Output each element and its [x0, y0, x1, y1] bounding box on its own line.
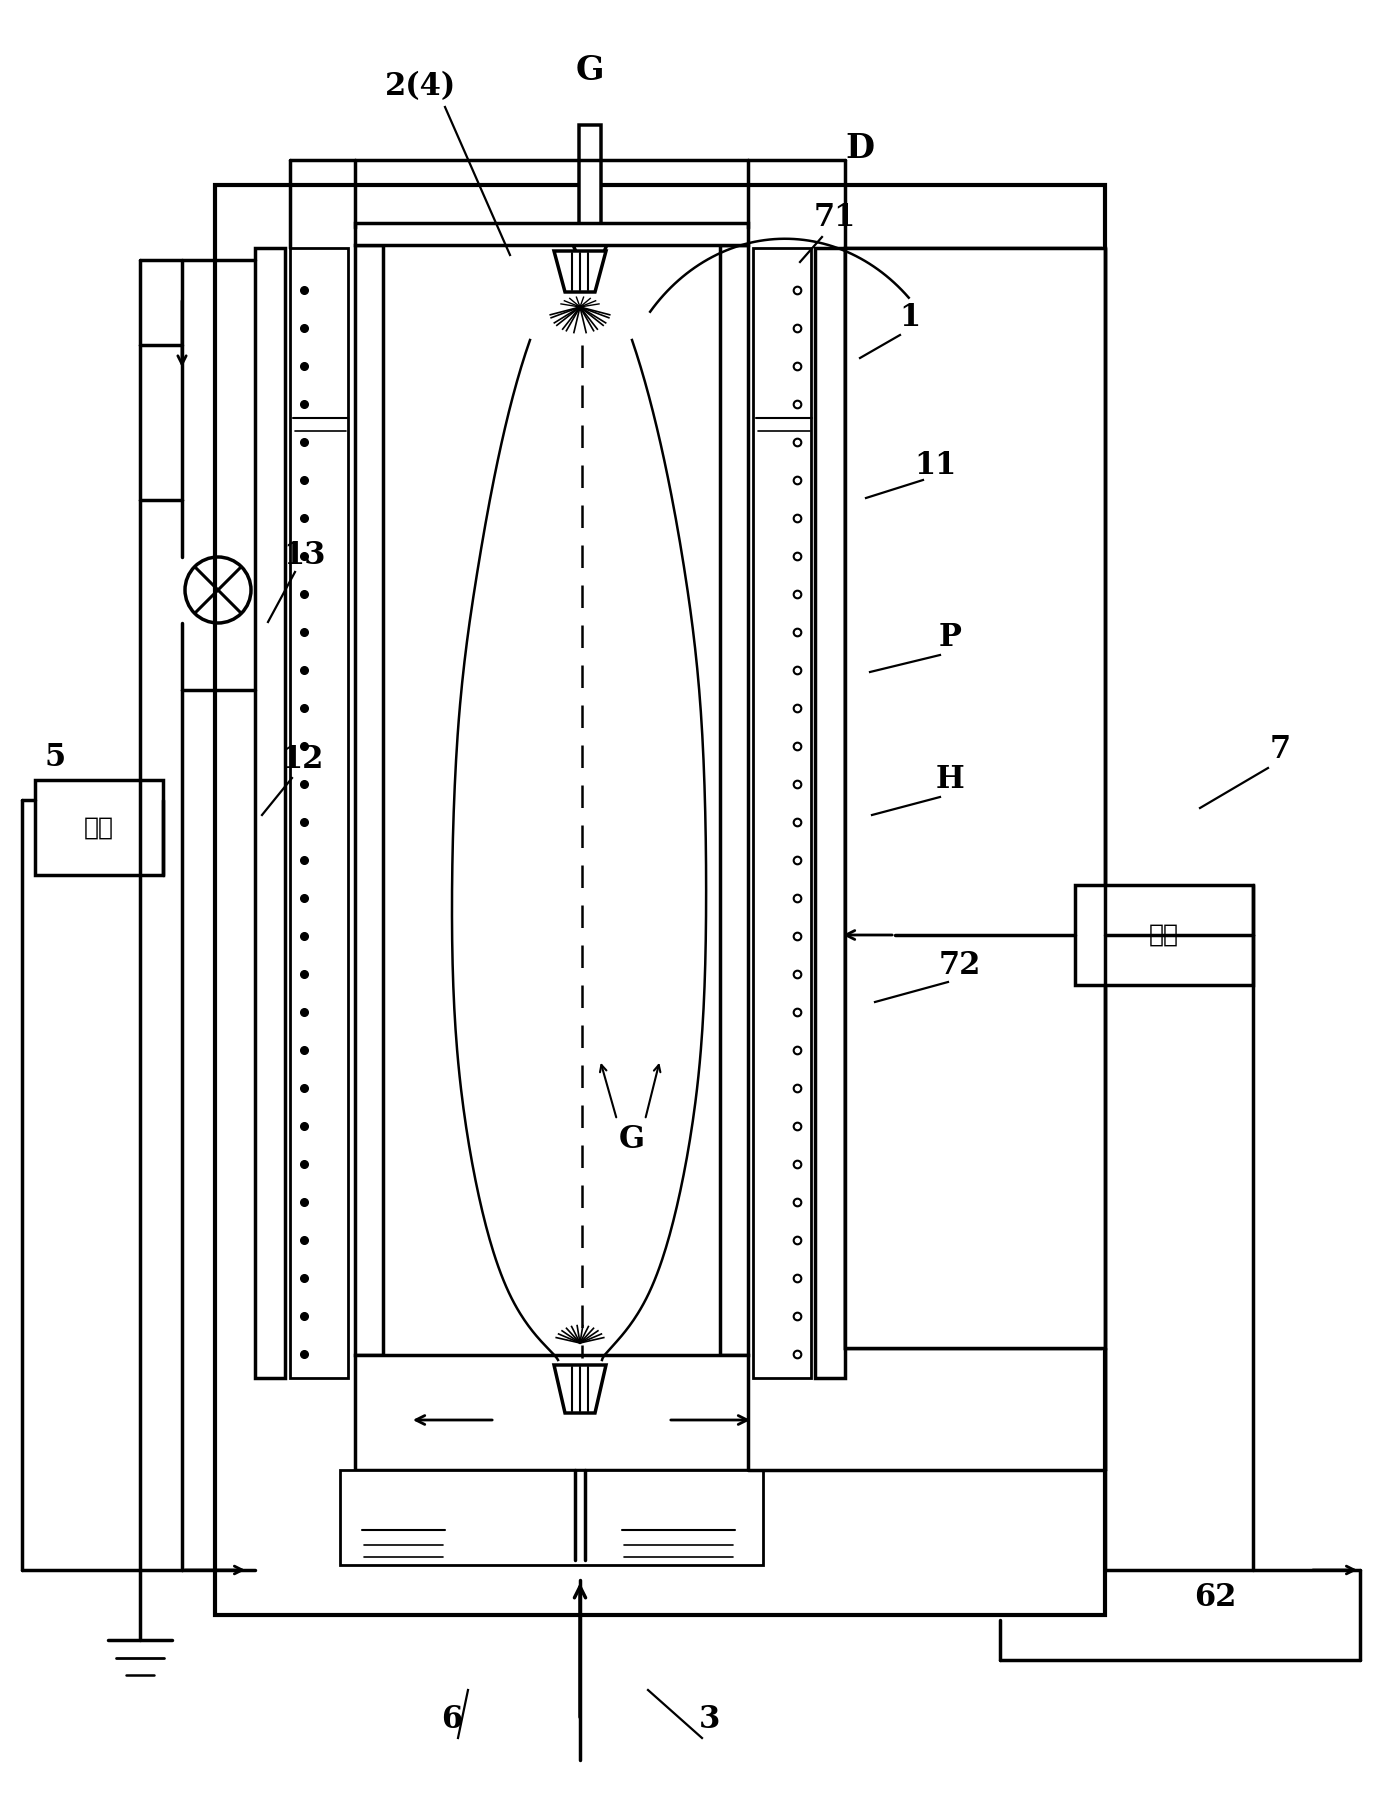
Text: 71: 71	[814, 203, 856, 234]
Bar	[339, 1470, 763, 1565]
Bar	[814, 248, 845, 1378]
Bar	[355, 245, 384, 1354]
Text: 5: 5	[44, 742, 65, 772]
Text: 72: 72	[939, 950, 981, 981]
Text: H: H	[936, 765, 964, 796]
Text: 6: 6	[442, 1704, 463, 1735]
Text: G: G	[619, 1124, 645, 1155]
Bar	[845, 248, 1100, 1349]
Polygon shape	[554, 1365, 607, 1412]
Text: 3: 3	[699, 1704, 720, 1735]
Bar	[1075, 885, 1253, 984]
Text: 电源: 电源	[84, 816, 114, 839]
Bar	[215, 185, 1105, 1615]
Bar	[355, 223, 748, 245]
Bar	[289, 248, 348, 1378]
Polygon shape	[571, 125, 609, 285]
Text: 电源: 电源	[1150, 923, 1179, 946]
Text: 13: 13	[284, 540, 327, 571]
Text: 1: 1	[899, 303, 921, 334]
Bar	[355, 1354, 748, 1470]
Text: 7: 7	[1270, 734, 1291, 765]
Text: G: G	[576, 54, 604, 87]
Bar	[845, 248, 1105, 1349]
Bar	[753, 248, 812, 1378]
Bar	[255, 248, 285, 1378]
Text: 62: 62	[1194, 1583, 1237, 1614]
Text: 12: 12	[281, 745, 323, 776]
Text: 2(4): 2(4)	[385, 71, 456, 103]
Text: D: D	[845, 132, 874, 165]
Bar	[35, 780, 163, 876]
Text: 11: 11	[914, 450, 956, 480]
Bar	[720, 245, 748, 1354]
Polygon shape	[554, 250, 607, 292]
Text: P: P	[939, 622, 961, 653]
